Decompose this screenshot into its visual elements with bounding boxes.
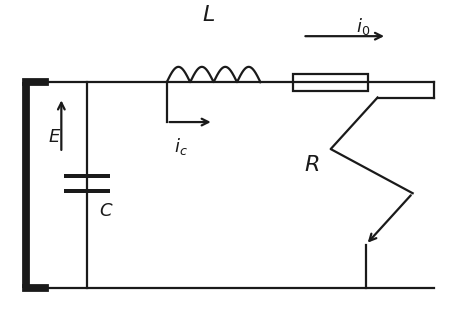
Text: $i_0$: $i_0$ [356, 16, 371, 37]
Text: $R$: $R$ [304, 155, 319, 175]
Text: $E$: $E$ [47, 129, 61, 146]
Text: $C$: $C$ [99, 202, 113, 220]
Text: $i_c$: $i_c$ [174, 136, 188, 157]
Text: $L$: $L$ [202, 5, 215, 25]
Bar [293, 74, 368, 91]
